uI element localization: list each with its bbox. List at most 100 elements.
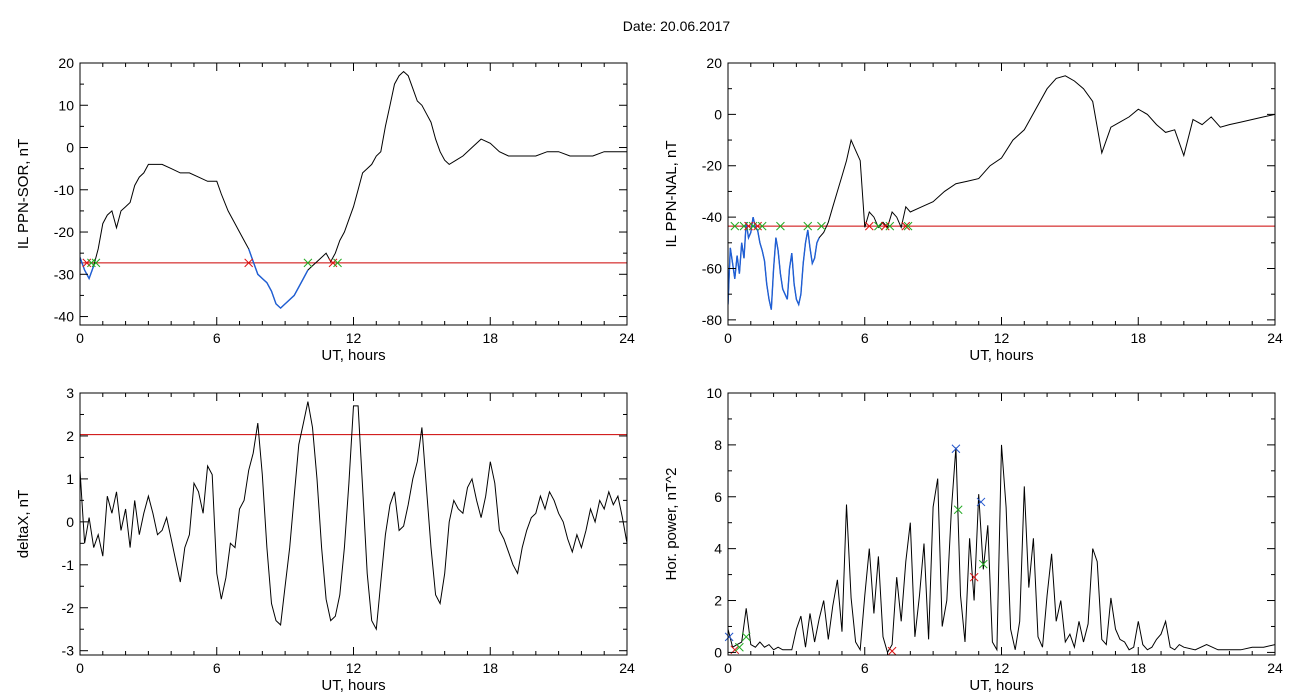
marker-start-8 <box>803 221 813 231</box>
x-tick-label: 0 <box>76 660 84 676</box>
x-axis-label: UT, hours <box>969 677 1033 694</box>
figure-title-date: 20.06.2017 <box>660 18 731 34</box>
y-axis-label: IL PPN-SOR, nT <box>15 139 32 249</box>
x-tick-label: 12 <box>346 330 362 346</box>
marker-peak-9 <box>976 497 986 507</box>
y-tick-label: 4 <box>714 541 722 557</box>
plot-frame <box>79 62 628 326</box>
marker-end-1 <box>82 258 92 268</box>
marker-start-2 <box>87 258 96 268</box>
marker-end-5 <box>753 221 762 231</box>
marker-start-5 <box>303 258 313 268</box>
x-tick-label: 24 <box>619 660 635 676</box>
y-tick-label: -40 <box>54 309 74 325</box>
marker-start-13 <box>885 221 895 231</box>
y-axis-label: deltaX, nT <box>15 490 32 558</box>
plot-frame <box>727 62 1276 326</box>
y-tick-label: -20 <box>702 158 722 174</box>
x-tick-label: 18 <box>482 330 498 346</box>
y-axis-label: IL PPN-NAL, nT <box>663 141 680 248</box>
chart-panel-2: 0 6 12 18 24 -80 -60 -40 -20 0 20 UT, hours IL PPN-N… <box>663 55 1283 364</box>
marker-peak-6 <box>951 444 961 454</box>
y-tick-label: 0 <box>714 644 722 660</box>
y-tick-label: 8 <box>714 437 722 453</box>
x-axis-label: UT, hours <box>321 347 385 364</box>
x-tick-label: 12 <box>994 660 1010 676</box>
series-line-1 <box>728 444 1275 654</box>
marker-start-4 <box>748 221 758 231</box>
x-tick-label: 12 <box>346 660 362 676</box>
plot-frame <box>79 392 628 656</box>
y-tick-label: 20 <box>58 55 74 71</box>
marker-start-2 <box>739 221 749 231</box>
marker-end-4 <box>244 258 254 268</box>
marker-end-6 <box>328 258 338 268</box>
highlight-segment-2 <box>248 248 309 310</box>
marker-end-12 <box>880 221 890 231</box>
x-tick-label: 6 <box>213 660 221 676</box>
marker-peak-1 <box>724 632 734 642</box>
x-axis-label: UT, hours <box>321 677 385 694</box>
marker-start-1 <box>730 221 740 231</box>
marker-start-6 <box>757 221 767 231</box>
series-line-1 <box>80 70 627 309</box>
figure-title: Date: 20.06.2017 <box>0 18 1300 34</box>
x-tick-label: 0 <box>76 330 84 346</box>
marker-start-15 <box>903 221 913 231</box>
y-tick-label: 0 <box>66 514 74 530</box>
y-tick-label: 1 <box>66 471 74 487</box>
x-tick-label: 24 <box>1267 330 1283 346</box>
marker-end-10 <box>864 221 874 231</box>
figure-title-label: Date: <box>622 18 657 34</box>
x-tick-label: 24 <box>1267 660 1283 676</box>
x-axis-label: UT, hours <box>969 347 1033 364</box>
marker-end-3 <box>744 221 753 231</box>
marker-start-10 <box>978 559 988 569</box>
y-tick-label: 20 <box>706 55 722 71</box>
y-tick-label: -80 <box>702 312 722 328</box>
marker-start-7 <box>776 221 785 231</box>
series-line-1 <box>728 75 1275 310</box>
marker-start-9 <box>817 221 826 231</box>
y-tick-label: 2 <box>66 428 74 444</box>
highlight-segment-1 <box>80 257 95 281</box>
marker-start-4 <box>741 632 751 642</box>
y-tick-label: 10 <box>58 97 74 113</box>
marker-start-7 <box>953 505 963 515</box>
y-tick-label: 3 <box>66 385 74 401</box>
chart-panel-1: 0 6 12 18 24 -40 -30 -20 -10 0 10 20 UT, hours IL PPN… <box>15 55 635 364</box>
x-tick-label: 18 <box>1130 660 1146 676</box>
y-tick-label: -30 <box>54 266 74 282</box>
x-tick-label: 12 <box>994 330 1010 346</box>
x-tick-label: 24 <box>619 330 635 346</box>
marker-start-3 <box>735 642 744 652</box>
x-tick-label: 18 <box>1130 330 1146 346</box>
y-tick-label: 0 <box>66 140 74 156</box>
y-tick-label: 0 <box>714 106 722 122</box>
marker-start-7 <box>333 258 342 268</box>
x-tick-label: 6 <box>861 660 869 676</box>
y-tick-label: -60 <box>702 260 722 276</box>
y-tick-label: -3 <box>62 643 75 659</box>
marker-start-3 <box>91 258 101 268</box>
x-tick-label: 6 <box>861 330 869 346</box>
x-tick-label: 6 <box>213 330 221 346</box>
y-tick-label: -40 <box>702 209 722 225</box>
series-line-1 <box>80 401 627 631</box>
highlight-segment-1 <box>728 216 820 310</box>
x-tick-label: 18 <box>482 660 498 676</box>
y-tick-label: 2 <box>714 593 722 609</box>
y-tick-label: -10 <box>54 182 74 198</box>
x-tick-label: 0 <box>724 660 732 676</box>
x-tick-label: 0 <box>724 330 732 346</box>
marker-end-5 <box>887 646 897 656</box>
y-tick-label: 6 <box>714 489 722 505</box>
y-tick-label: -20 <box>54 224 74 240</box>
marker-start-11 <box>874 221 883 231</box>
y-axis-label: Hor. power, nT^2 <box>663 468 680 581</box>
y-tick-label: -2 <box>62 600 75 616</box>
marker-end-14 <box>901 221 911 231</box>
